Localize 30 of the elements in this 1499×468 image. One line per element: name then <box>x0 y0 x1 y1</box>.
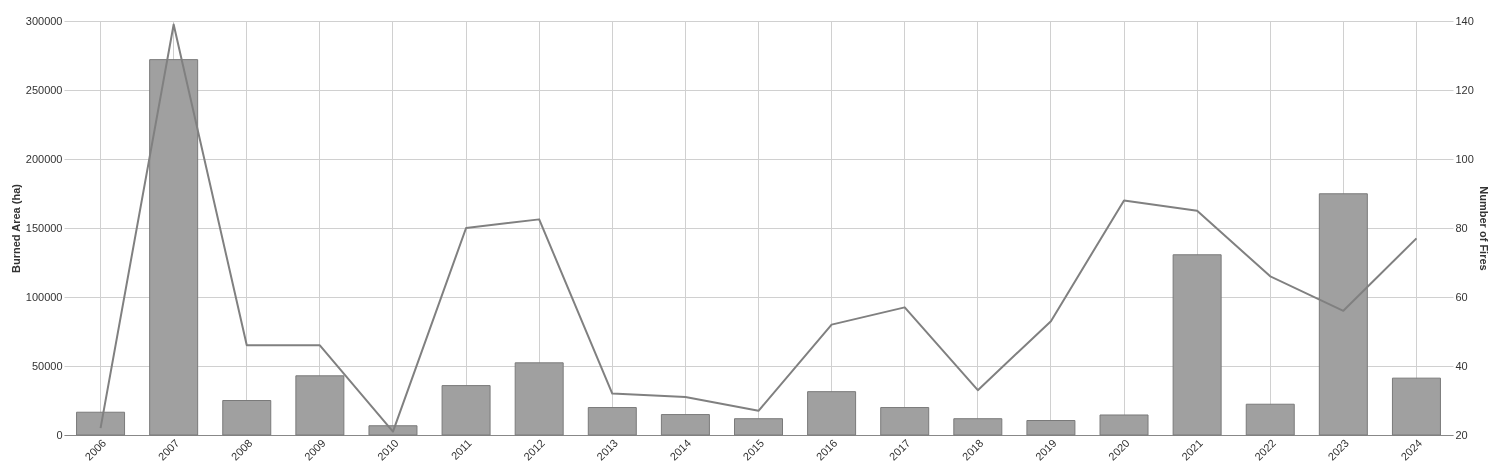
y-tick-label: 200000 <box>25 152 63 165</box>
bar <box>734 418 783 436</box>
y2-axis-title: Number of Fires <box>1477 186 1490 271</box>
bar <box>1026 420 1076 436</box>
y-tick-label: 100000 <box>25 290 63 303</box>
y2-tick-label: 20 <box>1455 428 1468 441</box>
bar <box>953 418 1003 436</box>
bar <box>587 407 637 436</box>
bar <box>660 414 710 436</box>
y2-tick-label: 60 <box>1455 290 1468 303</box>
bar <box>222 400 272 436</box>
y-tick-label: 300000 <box>25 14 63 27</box>
y2-tick-label: 100 <box>1455 152 1474 165</box>
bar <box>807 391 857 436</box>
y-tick-label: 50000 <box>31 359 63 372</box>
y2-tick-label: 80 <box>1455 221 1468 234</box>
bar <box>1391 377 1441 436</box>
y-tick-label: 0 <box>56 428 63 441</box>
y2-tick-label: 40 <box>1455 359 1468 372</box>
bar <box>880 407 930 436</box>
y-axis-title: Burned Area (ha) <box>9 183 22 273</box>
y-tick-label: 250000 <box>25 83 63 96</box>
bar <box>1172 254 1222 436</box>
y2-tick-label: 120 <box>1455 83 1474 96</box>
y-tick-label: 150000 <box>25 221 63 234</box>
bar <box>1245 403 1295 436</box>
bar <box>514 362 564 436</box>
bar <box>1099 414 1149 436</box>
y2-tick-label: 140 <box>1455 14 1474 27</box>
bar <box>441 385 491 436</box>
